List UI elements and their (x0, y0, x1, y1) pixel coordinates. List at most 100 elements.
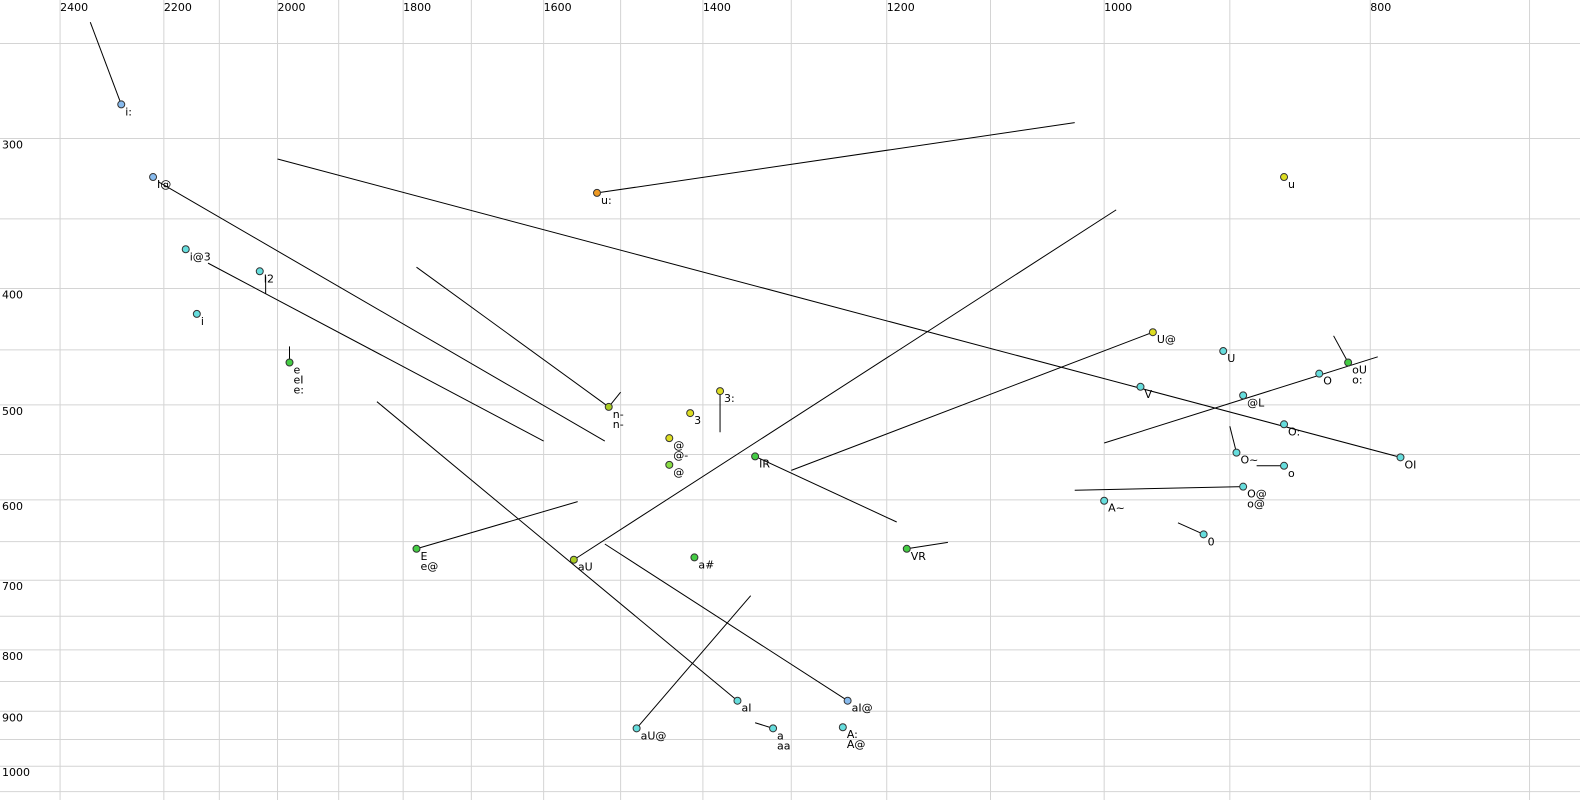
point-label: @ (673, 439, 684, 452)
point-label: i@3 (190, 250, 211, 263)
y-tick-label: 400 (2, 288, 23, 301)
point-label: A: (847, 728, 858, 741)
y-tick-label: 600 (2, 500, 23, 513)
point-label: a (777, 729, 784, 742)
point-label: O (1323, 375, 1332, 388)
trajectory (636, 595, 752, 729)
point-label: n- (613, 418, 624, 431)
trajectory (1229, 426, 1237, 453)
point-label: a# (698, 558, 714, 571)
point (1148, 328, 1157, 337)
point (1396, 453, 1405, 462)
point-label: 3: (724, 392, 735, 405)
y-tick-label: 300 (2, 139, 23, 152)
trajectory (906, 541, 948, 550)
trajectory (1333, 335, 1349, 363)
x-tick-label: 1000 (1104, 1, 1132, 14)
y-tick-label: 900 (2, 711, 23, 724)
y-tick-label: 500 (2, 405, 23, 418)
point (192, 309, 201, 318)
point (665, 460, 674, 469)
point-label: aI@ (852, 702, 873, 715)
trajectory (376, 401, 738, 702)
trajectory (416, 501, 578, 550)
point (843, 696, 852, 705)
point (686, 409, 695, 418)
point-label: IR (759, 457, 770, 470)
x-tick-label: 2200 (164, 1, 192, 14)
point (1100, 496, 1109, 505)
y-tick-label: 700 (2, 580, 23, 593)
tick-labels: 2400 2200 2000 1800 1600 1400 1200 1000 800 300 40… (2, 1, 1391, 779)
point-label: VR (911, 550, 927, 563)
point-label: aa (777, 739, 790, 752)
x-tick-label: 1800 (403, 1, 431, 14)
point (569, 555, 578, 564)
point (751, 452, 760, 461)
point (716, 387, 725, 396)
trajectory (754, 455, 897, 523)
point-label: O: (1288, 425, 1300, 438)
point-label: O~ (1240, 454, 1258, 467)
point-label: U (1227, 352, 1235, 365)
point (733, 696, 742, 705)
point (690, 553, 699, 562)
point (1280, 173, 1289, 182)
trajectory (791, 331, 1154, 471)
point-label: @L (1247, 396, 1265, 409)
point (255, 267, 264, 276)
trajectory (416, 266, 610, 408)
point (838, 723, 847, 732)
point-label: u (1288, 178, 1295, 191)
point-label: i: (125, 105, 132, 118)
point-label: V (1144, 388, 1152, 401)
point-label: o@ (1247, 498, 1265, 511)
point (1280, 461, 1289, 470)
point (632, 724, 641, 733)
point-label: aI (741, 702, 751, 715)
point (665, 434, 674, 443)
point-label: u: (601, 194, 612, 207)
trajectory (596, 122, 1075, 194)
point (149, 173, 158, 182)
point (117, 100, 126, 109)
point-label: U@ (1157, 333, 1176, 346)
point-label: OI (1404, 458, 1416, 471)
point (1315, 369, 1324, 378)
point (285, 358, 294, 367)
point-label: o: (1352, 373, 1362, 386)
point-label: e@ (420, 560, 438, 573)
point-label: eI (294, 373, 304, 386)
trajectory (1104, 356, 1378, 444)
point-label: oU (1352, 363, 1367, 376)
x-tick-label: 2400 (60, 1, 88, 14)
point-label: aU@ (641, 729, 667, 742)
trajectory (277, 158, 1401, 458)
point (592, 188, 601, 197)
point-label: I2 (264, 272, 274, 285)
point-label: A@ (847, 738, 866, 751)
point-label: aU (578, 561, 593, 574)
point-label: @- (673, 449, 688, 462)
point (412, 544, 421, 553)
point (181, 245, 190, 254)
point-label: e: (294, 383, 304, 396)
x-tick-label: 1200 (887, 1, 915, 14)
x-tick-label: 2000 (278, 1, 306, 14)
trajectory (207, 262, 544, 442)
point (1219, 347, 1228, 356)
point (1199, 530, 1208, 539)
point-label: O@ (1247, 488, 1267, 501)
trajectory (1074, 486, 1244, 491)
point-label: A~ (1108, 502, 1125, 515)
x-tick-label: 800 (1370, 1, 1391, 14)
point-label: E (420, 550, 427, 563)
point (1344, 358, 1353, 367)
trajectory (89, 22, 122, 105)
trajectory (1177, 522, 1204, 535)
point (769, 724, 778, 733)
point-label: i (201, 315, 204, 328)
